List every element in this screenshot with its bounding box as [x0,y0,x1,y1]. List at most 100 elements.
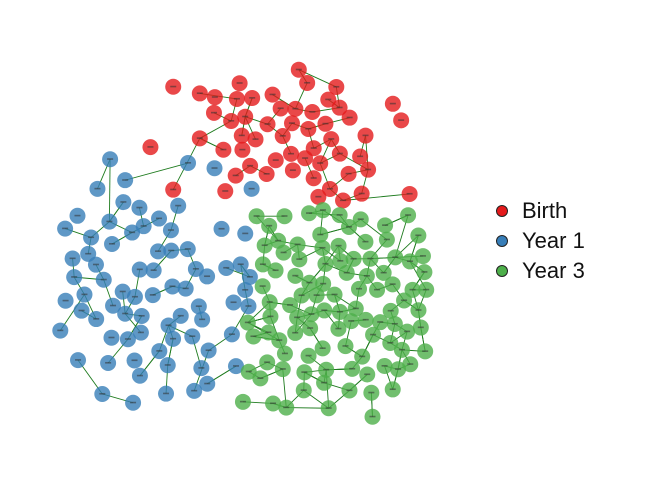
node-label-mark [317,233,324,236]
node-label-mark [263,173,270,175]
node-label-mark [85,252,92,255]
node-label-mark [218,227,225,230]
node-label-mark [211,167,218,169]
node-label-mark [75,359,82,361]
node-label-mark [237,263,244,266]
node-label-mark [415,309,422,311]
node-label-mark [368,391,375,394]
legend-label-year-1: Year 1 [522,228,585,253]
node-label-mark [304,81,311,84]
node-label-mark [272,159,279,161]
node-label-mark [105,361,112,364]
node-label-mark [387,341,394,344]
node-label-mark [249,97,256,99]
node-label-mark [336,310,343,313]
legend-item-birth: Birth [496,196,585,226]
node-label-mark [422,350,429,352]
node-label-mark [294,243,301,246]
node-label-mark [88,236,95,239]
edge [342,193,410,201]
node-label-mark [252,138,259,140]
node-label-mark [109,242,116,245]
node-label-mark [81,293,88,296]
node-label-mark [383,238,390,241]
node-label-mark [236,82,243,84]
node-label-mark [150,269,157,271]
node-label-mark [228,333,235,335]
node-label-mark [244,321,251,324]
node-label-mark [417,326,424,329]
node-label-mark [270,402,277,405]
node-label-mark [108,336,115,339]
node-label-mark [230,301,237,304]
node-label-mark [345,172,352,175]
node-label-mark [398,119,405,121]
node-label-mark [398,348,405,351]
node-label-mark [170,85,177,88]
node-label-mark [395,368,402,370]
node-label-mark [220,148,227,151]
node-label-mark [106,220,113,223]
node-label-mark [100,278,107,281]
node-layer [52,61,435,425]
node-label-mark [168,249,175,252]
node-label-mark [269,93,276,96]
node-label-mark [337,260,344,262]
node-label-mark [198,367,205,369]
node-label-mark [336,106,343,109]
node-label-mark [242,232,249,235]
node-label-mark [287,304,294,306]
node-label-mark [346,389,353,392]
node-label-mark [167,229,174,231]
node-label-mark [93,318,100,320]
node-label-mark [259,263,266,266]
node-label-mark [374,288,381,291]
node-label-mark [348,320,355,322]
node-label-mark [122,179,129,181]
node-label-mark [195,305,202,307]
node-label-mark [389,388,396,391]
node-label-mark [319,246,326,249]
node-label-mark [57,329,64,332]
node-label-mark [346,116,353,119]
node-label-mark [364,373,371,376]
node-label-mark [415,234,422,237]
node-label-mark [315,195,322,198]
node-label-mark [406,192,413,195]
node-label-mark [319,347,326,349]
node-label-mark [78,309,85,312]
node-label-mark [310,147,317,149]
node-label-mark [300,389,307,391]
node-label-mark [325,407,332,409]
node-label-mark [306,212,313,214]
node-label-mark [266,301,273,303]
node-label-mark [281,215,288,217]
edge [108,159,111,222]
node-label-mark [169,285,176,288]
node-label-mark [147,146,154,148]
node-label-mark [238,134,245,137]
node-label-mark [264,123,271,125]
node-label-mark [228,120,235,122]
node-label-mark [267,315,274,318]
node-label-mark [136,206,143,209]
node-label-mark [242,289,249,291]
node-label-mark [232,174,239,177]
node-label-mark [328,138,335,140]
node-label-mark [406,260,413,263]
node-label-mark [407,363,414,365]
node-label-mark [350,257,357,260]
legend-swatch-year-1 [496,235,508,247]
node-label-mark [377,321,384,323]
node-label-mark [155,250,162,252]
node-label-mark [359,355,366,358]
node-label-mark [248,187,255,190]
node-label-mark [391,322,398,325]
node-label-mark [409,288,416,291]
node-label-mark [346,225,353,228]
node-label-mark [387,309,394,312]
node-label-mark [313,294,320,296]
node-label-mark [381,364,388,367]
node-label-mark [356,287,363,290]
